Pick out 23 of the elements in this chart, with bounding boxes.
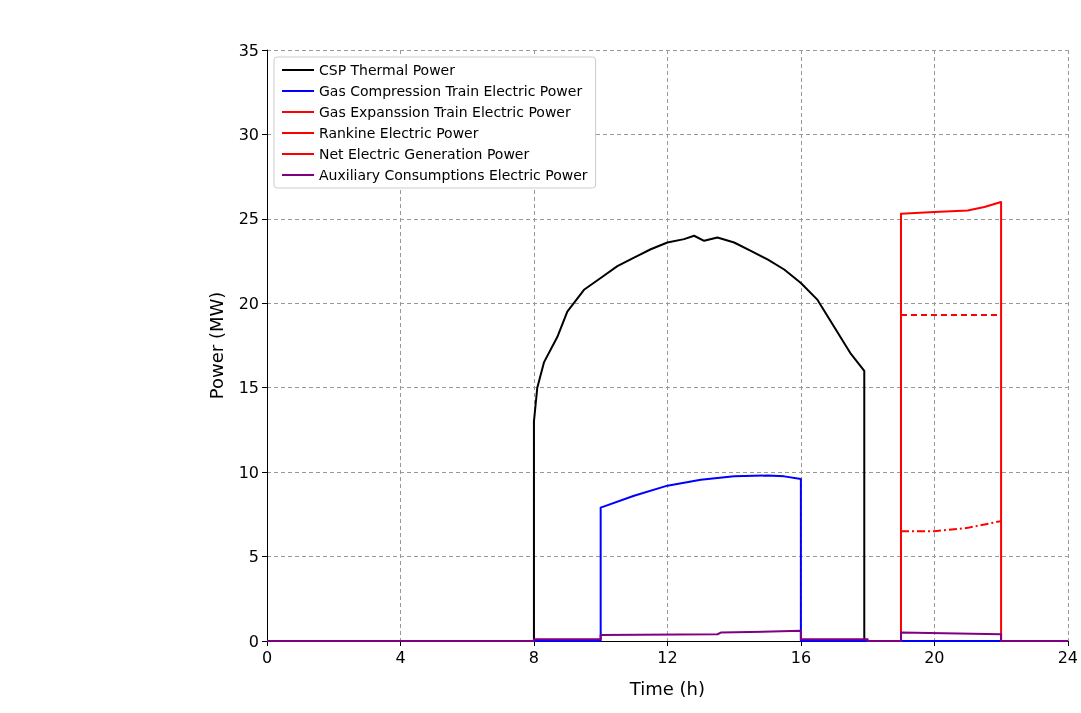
x-tick-label: 4 [395, 647, 406, 667]
y-tick-label: 10 [238, 462, 259, 482]
y-tick-label: 15 [238, 378, 259, 398]
legend-label: Rankine Electric Power [319, 125, 479, 141]
y-tick-label: 25 [238, 209, 259, 229]
x-axis-title: Time (h) [628, 677, 706, 699]
y-tick-label: 0 [248, 631, 259, 651]
y-axis-title: Power (MW) [205, 291, 227, 400]
y-tick-label: 20 [238, 293, 259, 313]
x-tick-label: 24 [1057, 647, 1078, 667]
legend-label: Net Electric Generation Power [319, 146, 530, 162]
x-tick-label: 8 [528, 647, 540, 667]
legend-label: Gas Expanssion Train Electric Power [319, 104, 571, 120]
legend-label: Auxiliary Consumptions Electric Power [319, 167, 588, 183]
legend-label: Gas Compression Train Electric Power [319, 83, 583, 99]
x-tick-label: 20 [924, 647, 945, 667]
y-tick-label: 5 [248, 547, 259, 567]
x-tick-label: 12 [657, 647, 678, 667]
y-tick-label: 35 [238, 40, 259, 60]
x-tick-label: 16 [790, 647, 812, 667]
legend-label: CSP Thermal Power [319, 62, 456, 78]
x-tick-label: 0 [261, 647, 273, 667]
y-tick-label: 30 [238, 124, 259, 144]
